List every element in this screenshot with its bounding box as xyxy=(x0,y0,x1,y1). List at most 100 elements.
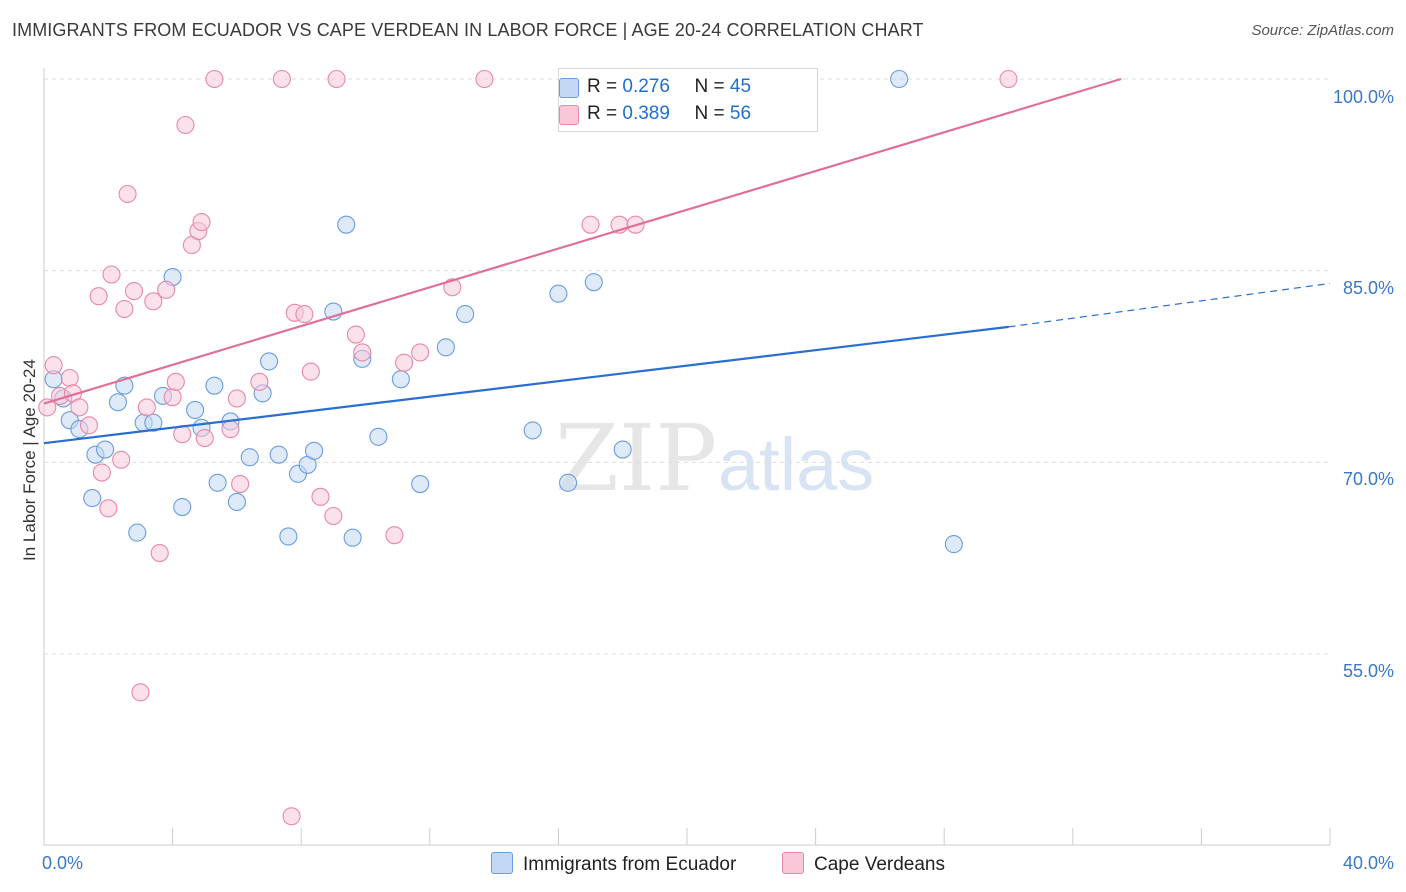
point-capeverde-17 xyxy=(144,292,163,311)
point-ecuador-41 xyxy=(584,273,603,292)
point-capeverde-18 xyxy=(150,544,169,563)
point-ecuador-28 xyxy=(305,441,324,460)
bottom-legend-label-ecuador: Immigrants from Ecuador xyxy=(523,854,737,875)
point-capeverde-27 xyxy=(195,429,214,448)
bottom-legend-swatch-capeverde xyxy=(782,852,804,874)
point-ecuador-40 xyxy=(558,473,578,492)
point-capeverde-46 xyxy=(443,278,462,297)
point-capeverde-39 xyxy=(324,506,343,526)
point-capeverde-11 xyxy=(112,450,131,469)
source-label: Source: ZipAtlas.com xyxy=(1251,22,1394,39)
point-capeverde-15 xyxy=(131,683,150,702)
point-ecuador-38 xyxy=(523,421,542,440)
legend-row-ecuador: R = 0.276 N = 45 xyxy=(559,76,752,98)
point-capeverde-43 xyxy=(385,526,404,545)
point-ecuador-20 xyxy=(227,492,246,511)
point-ecuador-17 xyxy=(205,376,224,395)
point-capeverde-6 xyxy=(79,416,99,435)
point-capeverde-37 xyxy=(301,362,320,381)
bottom-legend-swatch-ecuador xyxy=(491,852,513,874)
point-ecuador-11 xyxy=(144,413,163,432)
point-ecuador-23 xyxy=(259,352,279,371)
point-ecuador-39 xyxy=(549,284,568,303)
point-capeverde-7 xyxy=(89,287,108,306)
point-capeverde-10 xyxy=(102,265,121,284)
point-capeverde-0 xyxy=(38,398,57,417)
point-capeverde-8 xyxy=(92,463,111,482)
point-capeverde-3 xyxy=(60,368,79,388)
legend-r-label: R = xyxy=(587,103,618,124)
point-ecuador-44 xyxy=(944,535,963,554)
y-tick-label-70: 70.0% xyxy=(1342,469,1394,489)
point-capeverde-45 xyxy=(411,343,430,362)
point-capeverde-1 xyxy=(44,356,63,375)
point-capeverde-36 xyxy=(295,305,314,324)
point-capeverde-47 xyxy=(475,69,494,89)
point-capeverde-52 xyxy=(999,69,1018,89)
point-capeverde-40 xyxy=(327,69,346,89)
bottom-legend-ecuador: Immigrants from Ecuador xyxy=(491,852,736,876)
legend-r-label: R = xyxy=(587,76,618,97)
bottom-legend-label-capeverde: Cape Verdeans xyxy=(814,854,945,875)
point-capeverde-48 xyxy=(581,215,600,234)
point-capeverde-38 xyxy=(311,487,330,506)
legend-swatch-ecuador xyxy=(559,78,579,98)
point-ecuador-15 xyxy=(186,400,205,419)
point-capeverde-13 xyxy=(118,184,137,204)
point-ecuador-4 xyxy=(83,489,102,508)
point-ecuador-14 xyxy=(173,498,192,517)
legend-swatch-capeverde xyxy=(559,105,579,125)
point-capeverde-41 xyxy=(346,325,365,344)
point-capeverde-23 xyxy=(176,115,195,135)
legend-r-value: 0.276 xyxy=(622,76,670,97)
point-ecuador-24 xyxy=(269,445,288,464)
x-tick-label-max: 40.0% xyxy=(1342,853,1394,873)
y-tick-label-100: 100.0% xyxy=(1332,87,1394,107)
watermark-zip: ZIP xyxy=(555,405,717,512)
point-capeverde-12 xyxy=(115,299,134,319)
trendline-ecuador-extension xyxy=(1008,282,1331,328)
legend-n-value: 45 xyxy=(729,76,752,97)
point-ecuador-37 xyxy=(456,305,475,324)
x-tick-label-min: 0.0% xyxy=(42,853,84,873)
point-capeverde-28 xyxy=(205,69,224,89)
chart-title: IMMIGRANTS FROM ECUADOR VS CAPE VERDEAN … xyxy=(12,20,924,40)
point-ecuador-35 xyxy=(411,475,430,494)
point-ecuador-18 xyxy=(208,473,227,492)
stats-legend: R = 0.276 N = 45 R = 0.389 N = 56 xyxy=(558,68,818,132)
point-capeverde-26 xyxy=(192,213,211,232)
legend-n-label: N = xyxy=(694,76,725,97)
point-ecuador-42 xyxy=(613,440,632,459)
point-ecuador-7 xyxy=(128,523,147,542)
point-capeverde-20 xyxy=(163,388,182,407)
point-capeverde-19 xyxy=(157,280,176,299)
point-capeverde-34 xyxy=(282,807,301,826)
legend-n-value: 56 xyxy=(729,103,752,124)
point-ecuador-43 xyxy=(890,69,909,89)
trendline-capeverde xyxy=(43,77,1122,405)
point-capeverde-14 xyxy=(124,282,144,301)
y-tick-label-85: 85.0% xyxy=(1342,278,1394,298)
watermark-atlas: atlas xyxy=(718,423,874,506)
point-ecuador-8 xyxy=(108,393,127,412)
point-ecuador-31 xyxy=(343,528,362,547)
point-ecuador-34 xyxy=(391,370,410,389)
point-capeverde-16 xyxy=(137,398,156,417)
point-capeverde-32 xyxy=(250,372,269,391)
point-ecuador-33 xyxy=(369,427,388,446)
y-tick-label-55: 55.0% xyxy=(1342,661,1394,681)
point-capeverde-30 xyxy=(227,389,246,408)
point-ecuador-36 xyxy=(436,338,455,357)
bottom-legend-capeverde: Cape Verdeans xyxy=(782,852,945,876)
legend-r-value: 0.389 xyxy=(622,103,670,124)
point-capeverde-42 xyxy=(353,343,372,362)
point-capeverde-21 xyxy=(166,372,185,391)
point-capeverde-44 xyxy=(395,353,414,372)
point-capeverde-9 xyxy=(99,499,118,518)
point-ecuador-30 xyxy=(337,215,356,234)
legend-row-capeverde: R = 0.389 N = 56 xyxy=(559,103,752,125)
point-ecuador-21 xyxy=(240,448,259,467)
point-capeverde-31 xyxy=(231,475,250,494)
point-capeverde-29 xyxy=(221,420,240,439)
trendline-ecuador xyxy=(43,325,1009,445)
